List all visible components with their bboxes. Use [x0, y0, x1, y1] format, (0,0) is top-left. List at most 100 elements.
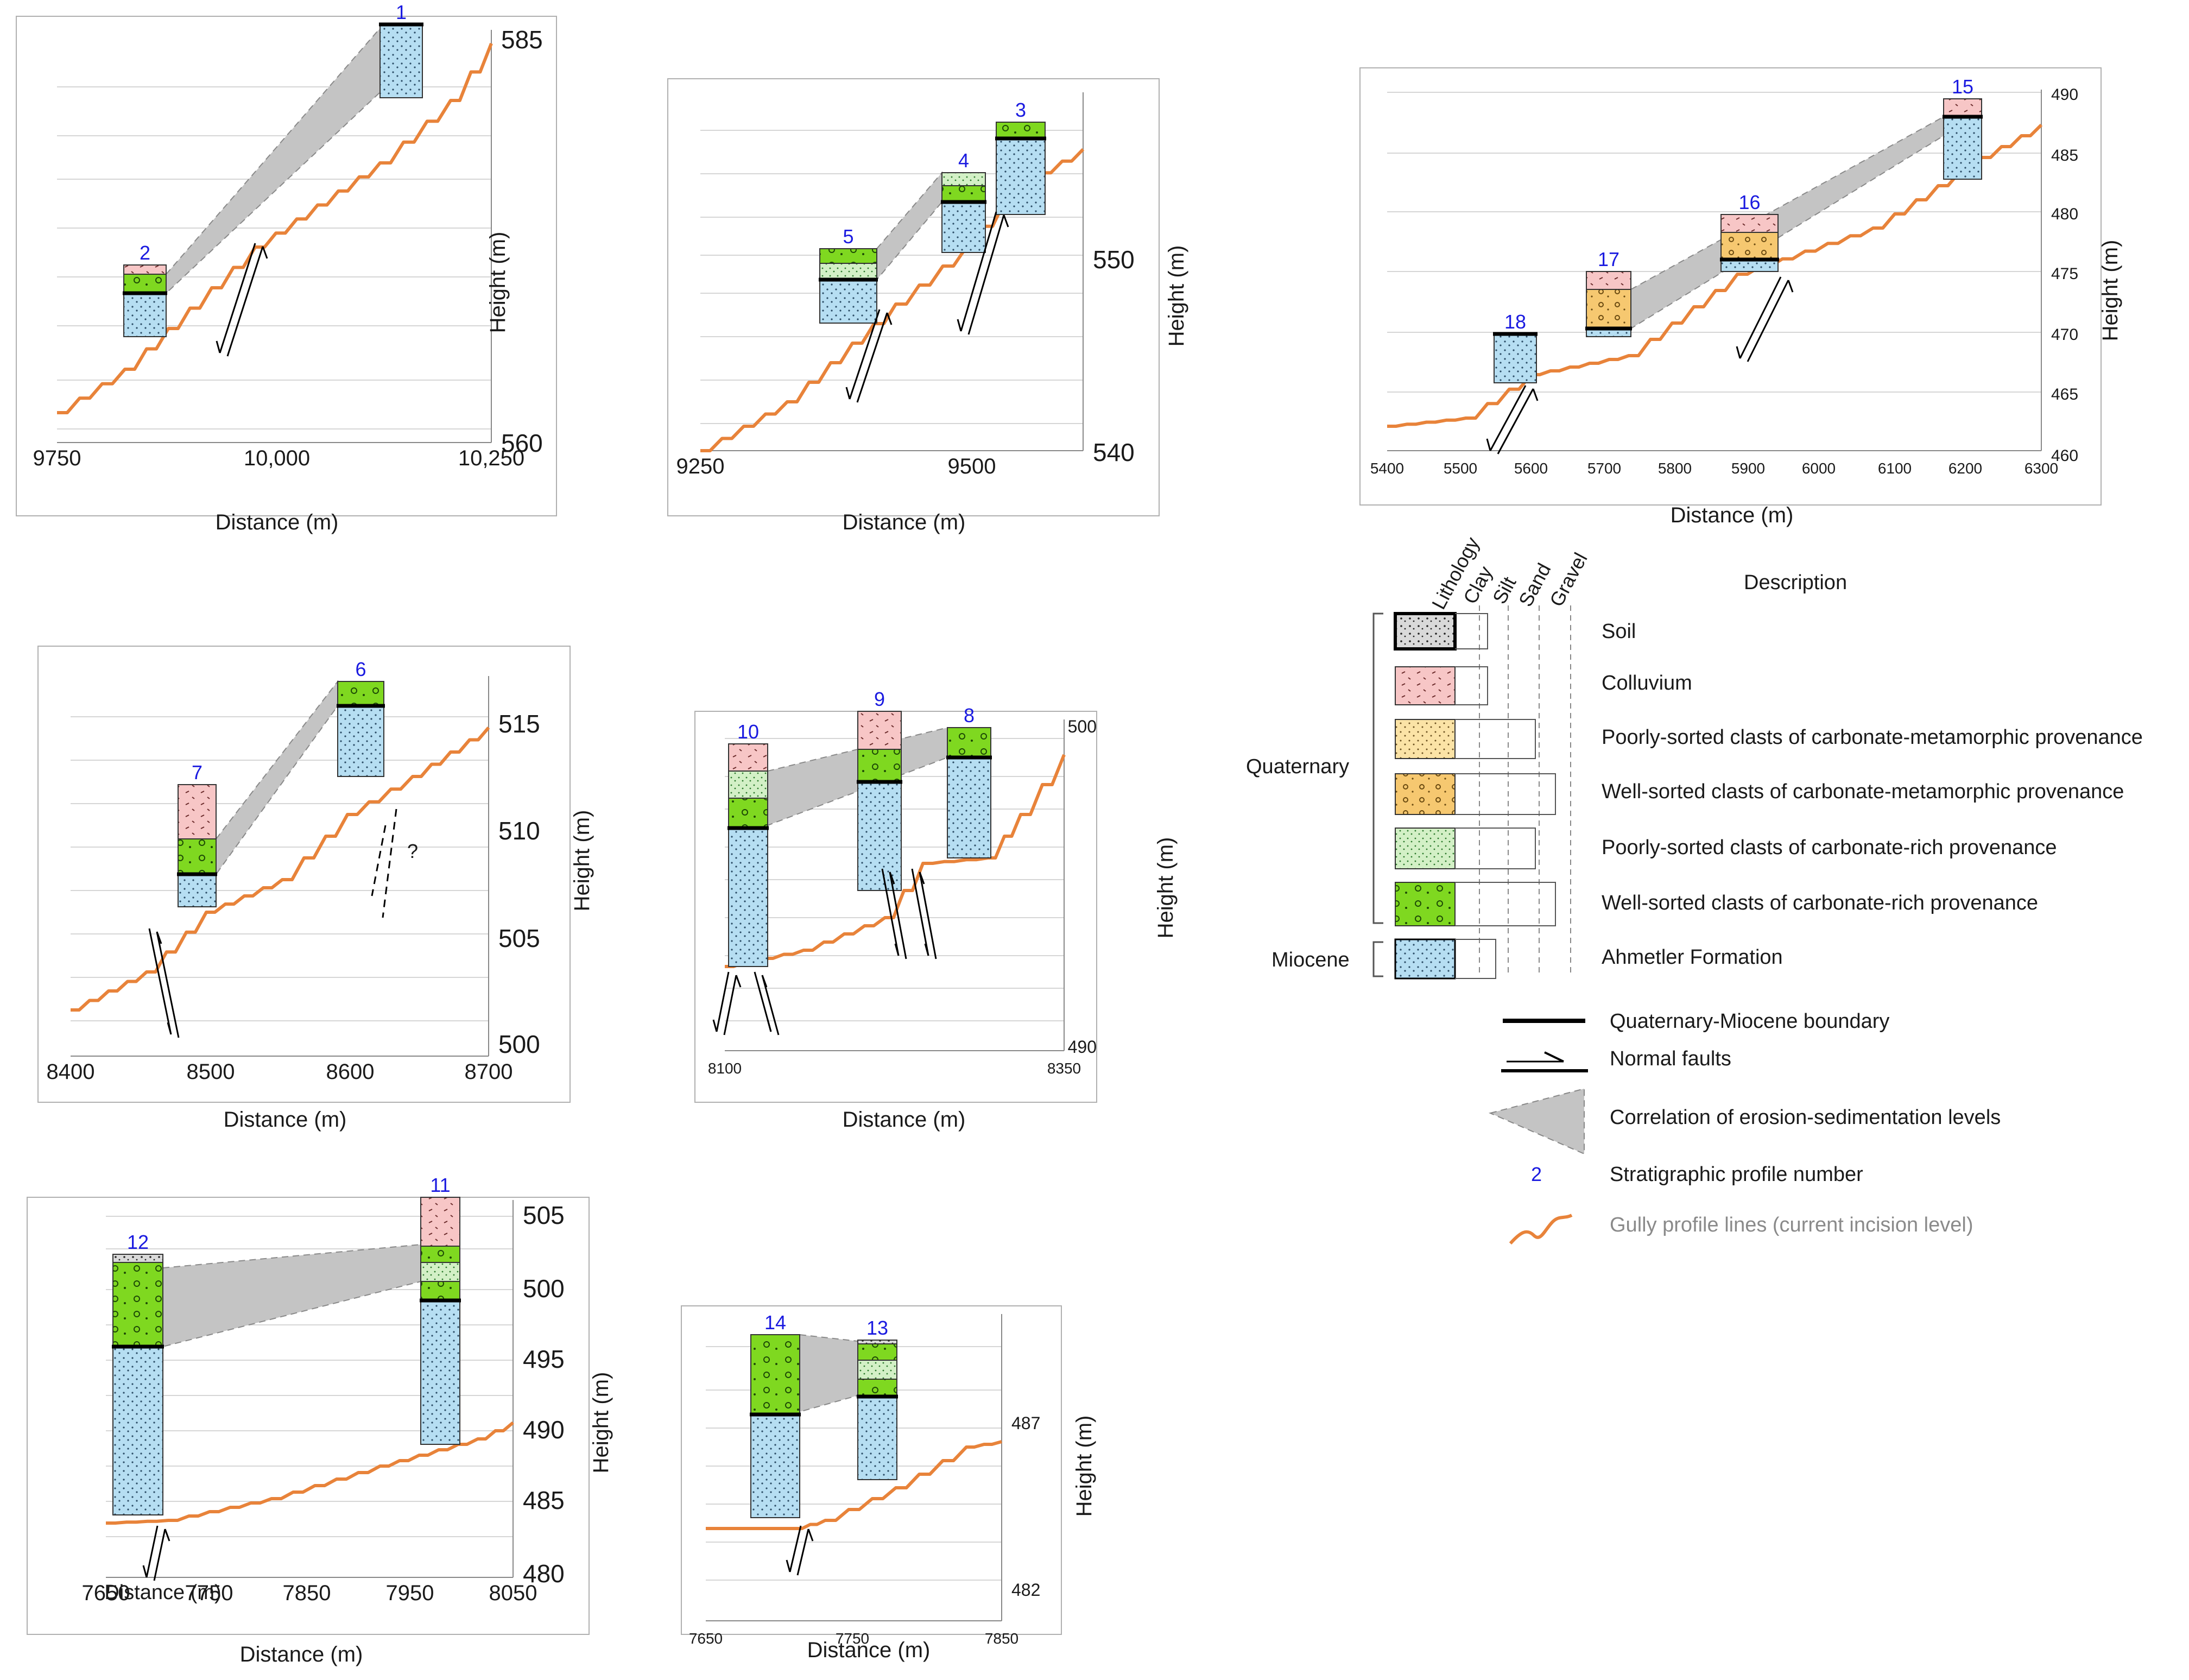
legend-row-ahmetler: Ahmetler Formation	[1394, 938, 1783, 980]
x-tick-label: 9250	[676, 454, 725, 478]
profile-column-13	[857, 1340, 898, 1480]
x-tick-label: 7850	[283, 1581, 331, 1605]
panel-7: 7650 7750 7850 487 482 Distance (m) Height (m)…	[681, 1305, 1096, 1662]
normal-fault-line-a	[219, 243, 256, 353]
x-tick-label: 7750	[185, 1581, 233, 1605]
x-axis-label: Distance (m)	[807, 1638, 931, 1662]
legend-row-poorly-carb-meta: Poorly-sorted clasts of carbonate-metamo…	[1395, 719, 2143, 759]
panel-frame	[16, 16, 557, 516]
profile-number-label: 18	[1504, 311, 1526, 333]
profile-number-label: 17	[1598, 248, 1619, 270]
normal-fault-line-b	[226, 246, 264, 357]
profile-column-18	[1493, 332, 1538, 383]
profile-column-4-layer-ahm-2	[941, 201, 986, 253]
normal-fault-arrows	[1486, 388, 1539, 451]
legend-header-sand: Sand	[1514, 559, 1555, 610]
legend-unit-colluvium: Colluvium	[1602, 672, 1692, 694]
profile-column-13-layer-wcr-3	[857, 1379, 897, 1397]
x-tick-label: 8100	[708, 1060, 742, 1077]
legend-unit-poorly-carb-rich: Poorly-sorted clasts of carbonate-rich p…	[1602, 836, 2057, 859]
gully-profile-line	[71, 727, 490, 1012]
profile-column-3-layer-wcr-0	[996, 122, 1046, 139]
y-axis-label: Height (m)	[1154, 837, 1178, 939]
profile-number-label: 14	[764, 1311, 786, 1334]
profile-column-10-layer-pcr-1	[728, 770, 768, 799]
gully-profile-line	[106, 1421, 514, 1525]
y-tick-label: 465	[2051, 386, 2078, 403]
legend-group-quaternary: Quaternary	[1246, 755, 1349, 778]
legend-unit-poorly-carb-meta: Poorly-sorted clasts of carbonate-metamo…	[1602, 726, 2143, 749]
y-axis-label: Height (m)	[486, 232, 510, 333]
panel-2: 9250 9500 550 540 Distance (m) Height (m) 5 4 3	[667, 78, 1188, 534]
profile-column-7-layer-wcr-1	[178, 838, 217, 875]
legend-header-gravel: Gravel	[1545, 549, 1592, 610]
y-tick-label: 485	[2051, 147, 2078, 165]
normal-fault-arrows	[889, 871, 900, 956]
normal-fault-line-a	[145, 1525, 159, 1578]
y-tick-label: 505	[498, 924, 540, 952]
profile-column-11-layer-ahm-4	[420, 1300, 460, 1445]
fault-query-mark: ?	[407, 840, 418, 862]
normal-fault-line-b	[723, 975, 737, 1035]
legend-symbol-boundary: Quaternary-Miocene boundary	[1610, 1010, 1889, 1033]
x-tick-label: 8600	[326, 1060, 375, 1084]
profile-column-13-layer-soil-0	[857, 1340, 897, 1344]
normal-fault-line-a	[881, 868, 900, 956]
x-tick-label: 5900	[1731, 460, 1765, 477]
profile-number-label: 16	[1738, 191, 1760, 213]
x-axis-label: Distance (m)	[240, 1643, 363, 1666]
y-axis-label: Height (m)	[2098, 240, 2122, 342]
profile-column-2	[123, 264, 167, 337]
y-tick-label: 500	[523, 1274, 565, 1303]
profile-column-5-layer-pcr-1	[819, 263, 877, 280]
legend-row-colluvium: Colluvium	[1395, 666, 1692, 705]
normal-fault-line-b	[1747, 280, 1789, 362]
profile-column-6-layer-ahm-1	[337, 705, 384, 777]
legend-symbol-faults: Normal faults	[1610, 1047, 1731, 1070]
correlation-band	[166, 27, 381, 295]
gully-profile-line	[57, 42, 493, 414]
normal-fault	[911, 868, 937, 959]
legend-symbol-number: Stratigraphic profile number	[1610, 1163, 1863, 1186]
x-tick-label: 7850	[985, 1630, 1018, 1647]
x-tick-label: 8700	[465, 1060, 513, 1084]
inner-x-axis-label: Distance (m)	[104, 1581, 221, 1604]
y-tick-label: 585	[501, 26, 543, 54]
normal-fault-line-a	[911, 868, 929, 956]
panel-1: 9750 10,000 10,250 585 560 Distance (m) Height…	[16, 1, 557, 534]
profile-column-7-layer-ahm-2	[178, 874, 217, 907]
y-axis-label: Height (m)	[589, 1372, 613, 1474]
x-tick-label: 5500	[1444, 460, 1477, 477]
panel-frame	[1359, 67, 2102, 506]
correlation-band	[799, 1334, 858, 1413]
normal-fault-line-a	[1489, 385, 1527, 451]
normal-fault-line-b	[796, 1529, 809, 1576]
normal-fault-line-a	[716, 971, 730, 1032]
legend-gully-line	[1509, 1214, 1573, 1245]
profile-column-5-layer-wcr-0	[819, 248, 877, 264]
x-tick-label: 7950	[386, 1581, 434, 1605]
normal-fault-arrows	[786, 1529, 814, 1572]
profile-number-label: 5	[843, 225, 853, 248]
normal-fault-arrows	[216, 246, 268, 353]
normal-fault-line-a	[148, 928, 172, 1035]
normal-fault-arrows	[957, 214, 1009, 332]
legend-number-example: 2	[1531, 1163, 1542, 1185]
normal-fault-line-a	[849, 309, 881, 400]
x-tick-label: 7650	[689, 1630, 723, 1647]
profile-column-9	[857, 711, 902, 891]
profile-number-label: 7	[192, 761, 203, 784]
gully-profile-line	[1387, 123, 2043, 428]
profile-column-13-layer-pcr-2	[857, 1360, 897, 1380]
x-tick-label: 9750	[33, 446, 81, 470]
normal-fault-arrows	[919, 871, 929, 956]
profile-column-5	[819, 248, 878, 324]
ahmetler-swatch	[1394, 938, 1456, 980]
profile-number-label: 15	[1952, 75, 1973, 98]
legend-header-description: Description	[1744, 571, 1847, 594]
y-axis-label: Height (m)	[1072, 1416, 1096, 1517]
profile-column-10-layer-wcr-2	[728, 798, 768, 829]
normal-fault-line-a	[789, 1525, 802, 1572]
y-tick-label: 515	[498, 710, 540, 738]
profile-column-3-layer-ahm-1	[996, 138, 1046, 215]
